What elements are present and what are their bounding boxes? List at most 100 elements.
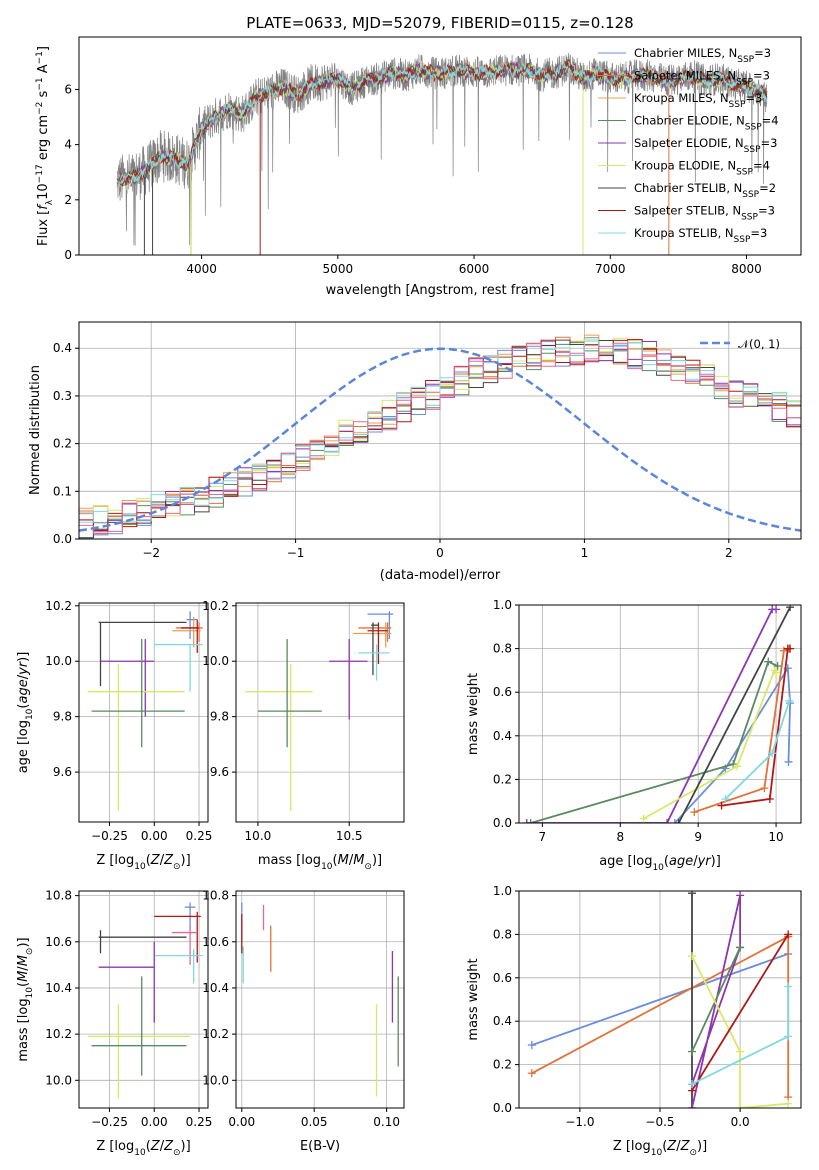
errorbars — [87, 902, 203, 1099]
y-tick-label: 10.0 — [202, 1073, 229, 1087]
weight-lines — [527, 891, 793, 1108]
y-tick-label: 9.6 — [210, 765, 229, 779]
x-tick-label: 0.00 — [141, 829, 168, 843]
normal-reference-curve — [79, 347, 801, 532]
y-tick-label: 0.8 — [493, 927, 512, 941]
errorbar-point — [367, 611, 394, 640]
weight-marker — [786, 644, 795, 653]
histogram-series — [79, 339, 801, 531]
weight-line — [691, 955, 789, 1108]
histogram-series — [79, 339, 801, 539]
x-tick-label: 7000 — [595, 262, 626, 276]
x-tick-label: 10.0 — [245, 829, 272, 843]
weight-marker — [786, 605, 795, 612]
y-tick-label: 10.4 — [202, 981, 229, 995]
y-tick-label: 10.0 — [202, 654, 229, 668]
axes-frame — [235, 890, 405, 1109]
errorbar-point — [172, 925, 198, 965]
errorbar-point — [391, 951, 394, 1023]
errorbar-point — [181, 619, 200, 653]
histogram-series — [79, 337, 801, 526]
weight-line — [643, 668, 777, 820]
weight-marker — [785, 696, 794, 705]
errorbar-point — [371, 622, 379, 676]
y-tick-label: 0.4 — [493, 729, 512, 743]
y-tick-label: 0.4 — [493, 1014, 512, 1028]
legend-entry: Kroupa STELIB, NSSP=3 — [634, 226, 767, 245]
y-tick-label: 10.2 — [202, 599, 229, 613]
legend-entry: Chabrier MILES, NSSP=3 — [634, 46, 771, 65]
legend: Chabrier MILES, NSSP=3 Salpeter MILES, NS… — [598, 46, 779, 245]
x-axis-label: Z [log10(Z/Z⊙)] — [96, 853, 190, 872]
legend-entry: Kroupa ELODIE, NSSP=4 — [634, 159, 770, 178]
weight-marker — [736, 1104, 745, 1108]
weight-marker — [674, 819, 683, 823]
y-tick-label: 0.0 — [493, 816, 512, 830]
histogram-series — [79, 340, 801, 523]
x-axis-label: E(B-V) — [300, 1139, 340, 1154]
y-tick-label: 9.8 — [210, 710, 229, 724]
x-tick-label: 8000 — [731, 262, 762, 276]
spectrum-lines — [116, 52, 768, 255]
gridlines — [79, 603, 208, 822]
errorbar-point — [98, 941, 155, 1023]
x-tick-label: 6000 — [459, 262, 490, 276]
x-tick-label: 0.10 — [373, 1115, 400, 1129]
legend-entry: Chabrier STELIB, NSSP=2 — [634, 181, 776, 200]
y-axis-label: mass weight — [466, 673, 481, 755]
histogram-series — [79, 342, 801, 524]
x-tick-label: 1 — [581, 546, 589, 560]
chart-4: 7 8 9 10 0.0 0.2 0.4 0.6 0.8 1.0 age [log10(age/yr… — [466, 598, 802, 873]
y-tick-label: 9.8 — [53, 710, 72, 724]
y-tick-label: 10.2 — [45, 1027, 72, 1041]
gridlines — [79, 322, 801, 540]
errorbar-point — [270, 925, 272, 972]
histogram-series — [79, 334, 801, 517]
weight-marker — [663, 819, 672, 823]
x-axis-label: mass [log10(M/M⊙)] — [258, 853, 382, 872]
weight-marker — [690, 808, 699, 817]
y-tick-label: 0.2 — [493, 1058, 512, 1072]
errorbar-point — [352, 622, 392, 648]
y-tick-label: 10.2 — [45, 599, 72, 613]
y-tick-label: 1.0 — [493, 884, 512, 898]
errorbar-point — [154, 911, 201, 963]
weight-marker — [736, 1047, 745, 1056]
y-tick-label: 0.2 — [493, 772, 512, 786]
chart-0: 4000 5000 6000 7000 8000 0 2 4 6 wavelength [Angs… — [35, 36, 802, 298]
chart-2: −0.25 0.00 0.25 9.6 9.8 10.0 10.2 Z [log10(Z/Z⊙… — [16, 599, 212, 872]
weight-marker — [765, 795, 774, 804]
weight-marker — [688, 1080, 697, 1089]
y-tick-label: 2 — [64, 193, 72, 207]
x-tick-label: 0.00 — [141, 1115, 168, 1129]
weight-marker — [784, 930, 793, 939]
gridlines — [236, 891, 404, 1108]
x-tick-label: −0.25 — [91, 829, 128, 843]
weight-marker — [721, 795, 730, 804]
weight-marker — [784, 982, 793, 991]
x-tick-label: 0.00 — [228, 1115, 255, 1129]
weight-marker — [688, 952, 697, 961]
x-tick-label: 4000 — [186, 262, 217, 276]
weight-marker — [736, 943, 745, 952]
errorbar-point — [87, 1004, 191, 1099]
y-tick-label: 0.0 — [53, 532, 72, 546]
x-tick-label: −1 — [287, 546, 305, 560]
errorbars — [87, 611, 203, 811]
x-axis-label: Z [log10(Z/Z⊙)] — [96, 1139, 190, 1158]
y-tick-label: 10.0 — [45, 1073, 72, 1087]
errorbar-point — [375, 1004, 378, 1097]
y-axis-label: age [log10(age/yr)] — [16, 652, 35, 774]
y-tick-label: 10.2 — [202, 1027, 229, 1041]
chart-5: −0.25 0.00 0.25 10.0 10.2 10.4 10.6 10.8 Z [log1… — [16, 889, 212, 1158]
legend-entry: 𝒩(0, 1) — [738, 337, 780, 351]
errorbar-point — [175, 622, 203, 642]
weight-line — [691, 947, 741, 1052]
x-tick-label: 10 — [768, 830, 783, 844]
legend-entry: Salpeter MILES, NSSP=3 — [634, 69, 770, 88]
chart-title: PLATE=0633, MJD=52079, FIBERID=0115, z=0… — [246, 14, 633, 32]
y-tick-label: 1.0 — [493, 598, 512, 612]
y-tick-label: 0.6 — [493, 685, 512, 699]
weight-marker — [522, 819, 531, 823]
y-tick-label: 10.8 — [45, 889, 72, 903]
